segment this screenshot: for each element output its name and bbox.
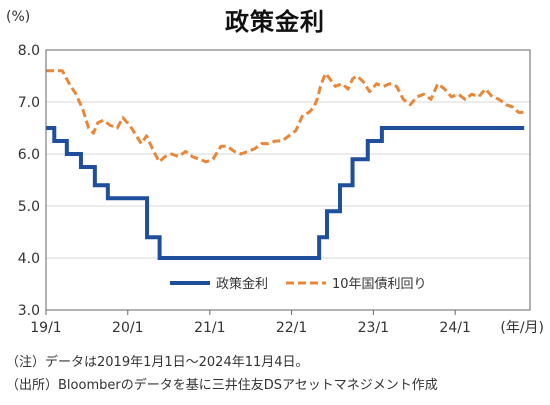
- footnote-data-period: （注）データは2019年1月1日～2024年11月4日。: [6, 355, 309, 370]
- x-tick-label: 20/1: [112, 320, 143, 336]
- y-tick-label: 8.0: [18, 43, 40, 59]
- x-axis-unit: (年/月): [500, 320, 544, 336]
- x-tick-labels: 19/1 20/1 21/1 22/1 23/1 24/1 (年/月): [30, 310, 544, 336]
- y-tick-labels: 3.0 4.0 5.0 6.0 7.0 8.0: [18, 43, 40, 319]
- x-tick-label: 21/1: [194, 320, 225, 336]
- x-tick-label: 19/1: [30, 320, 61, 336]
- legend: 政策金利 10年国債利回り: [170, 276, 427, 292]
- y-tick-label: 6.0: [18, 147, 40, 163]
- footnote-source: （出所）Bloomberのデータを基に三井住友DSアセットマネジメント作成: [6, 378, 438, 393]
- plot-frame: [45, 49, 531, 311]
- legend-label: 10年国債利回り: [332, 277, 427, 292]
- x-tick-label: 23/1: [358, 320, 389, 336]
- chart-title: 政策金利: [225, 8, 325, 36]
- y-tick-label: 7.0: [18, 95, 40, 111]
- x-tick-label: 24/1: [439, 320, 470, 336]
- series-line-10y-yield: [46, 69, 525, 164]
- y-tick-label: 5.0: [18, 199, 40, 215]
- gridlines: [46, 49, 530, 311]
- y-tick-label: 4.0: [18, 251, 40, 267]
- x-tick-label: 22/1: [276, 320, 307, 336]
- y-axis-unit: (%): [6, 9, 31, 25]
- legend-label: 政策金利: [216, 276, 268, 292]
- y-tick-label: 3.0: [18, 303, 40, 319]
- series-lines: [46, 69, 525, 260]
- series-line-policy-rate: [46, 126, 525, 260]
